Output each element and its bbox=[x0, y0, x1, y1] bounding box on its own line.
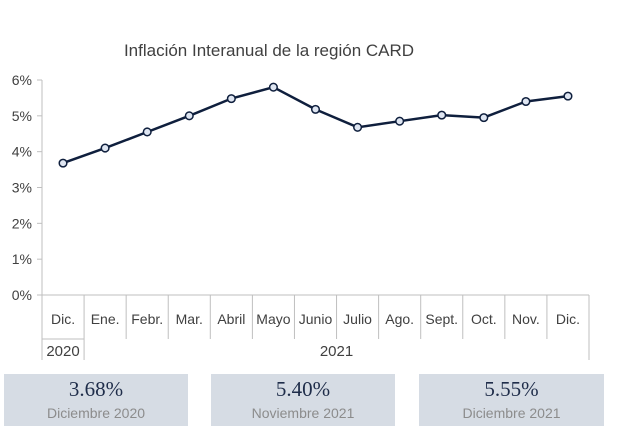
stat-label: Diciembre 2021 bbox=[462, 405, 561, 421]
data-point bbox=[353, 122, 363, 132]
x-year-label: 2021 bbox=[320, 343, 353, 360]
inflation-line-chart: Inflación Interanual de la región CARD 0… bbox=[12, 41, 590, 360]
x-category-label: Dic. bbox=[51, 311, 75, 327]
stat-value: 5.40% bbox=[275, 377, 331, 401]
x-category-label: Abril bbox=[217, 311, 245, 327]
data-point bbox=[521, 96, 531, 107]
data-point bbox=[437, 110, 447, 120]
stat-card-dec-2020: 3.68% Diciembre 2020 bbox=[4, 374, 188, 426]
x-category-label: Febr. bbox=[131, 311, 163, 327]
data-point bbox=[479, 113, 489, 123]
stat-value: 5.55% bbox=[484, 377, 539, 401]
x-category-label: Sept. bbox=[425, 311, 458, 327]
data-point bbox=[563, 91, 573, 101]
data-point bbox=[142, 127, 152, 137]
x-category-label: Julio bbox=[343, 311, 372, 327]
series-line bbox=[62, 85, 569, 165]
x-category-label: Nov. bbox=[512, 311, 540, 327]
x-category-label: Ago. bbox=[385, 311, 414, 327]
stat-label: Diciembre 2020 bbox=[46, 405, 146, 421]
y-tick-label: 6% bbox=[12, 72, 32, 88]
data-point bbox=[226, 94, 236, 104]
data-point bbox=[395, 116, 405, 126]
stat-value: 3.68% bbox=[68, 377, 124, 401]
chart-title: Inflación Interanual de la región CARD bbox=[124, 41, 414, 60]
y-tick-label: 2% bbox=[12, 215, 32, 231]
data-point bbox=[100, 143, 110, 153]
x-category-label: Ene. bbox=[91, 311, 120, 327]
stat-card-nov-2021: 5.40% Noviembre 2021 bbox=[211, 374, 395, 426]
x-year-label: 2020 bbox=[46, 343, 79, 360]
stat-card-dec-2021: 5.55% Diciembre 2021 bbox=[419, 374, 604, 426]
y-tick-label: 3% bbox=[12, 180, 32, 196]
stat-label: Noviembre 2021 bbox=[251, 405, 355, 421]
x-category-label: Dic. bbox=[556, 311, 580, 327]
x-category-label: Mar. bbox=[176, 311, 203, 327]
data-point bbox=[310, 104, 321, 114]
data-point bbox=[184, 111, 194, 121]
x-category-label: Junio bbox=[299, 311, 333, 327]
y-tick-label: 4% bbox=[12, 144, 32, 160]
y-tick-label: 0% bbox=[12, 287, 32, 303]
x-category-label: Oct. bbox=[471, 311, 497, 327]
data-point bbox=[268, 82, 278, 92]
data-point bbox=[58, 158, 68, 168]
y-tick-label: 5% bbox=[12, 108, 32, 124]
y-tick-label: 1% bbox=[12, 251, 32, 267]
x-category-label: Mayo bbox=[256, 311, 290, 327]
